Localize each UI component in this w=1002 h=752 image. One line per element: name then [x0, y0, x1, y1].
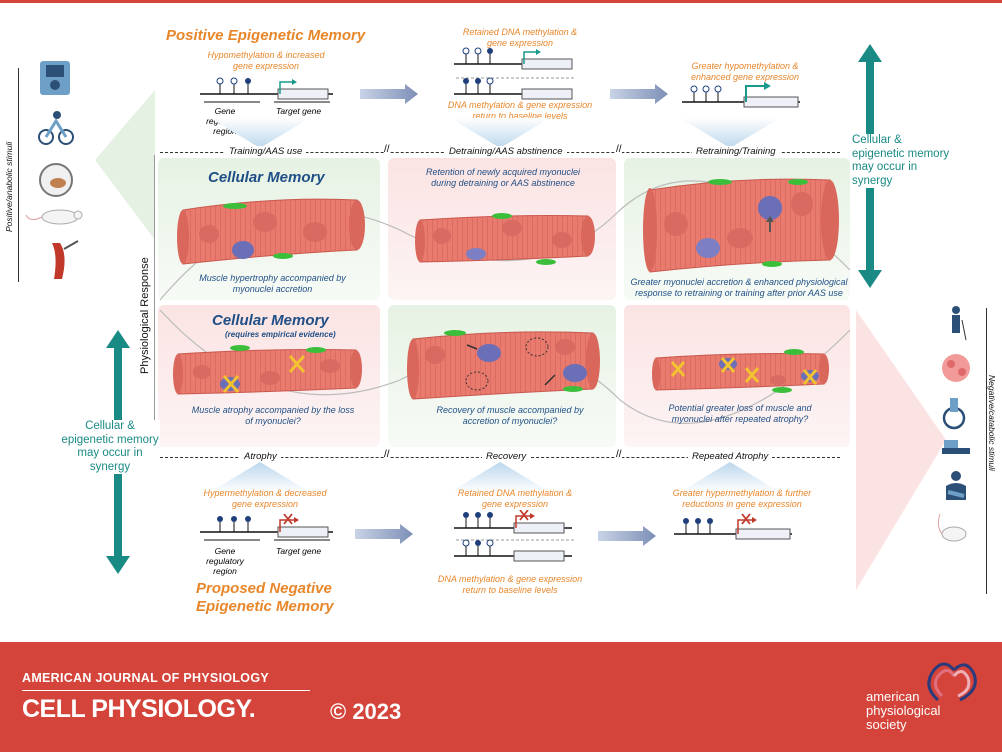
right-icons-group — [856, 306, 970, 590]
right-synergy-text: Cellular & epigenetic memory may occur i… — [852, 134, 952, 188]
right-stimuli-divider — [986, 308, 987, 594]
phase-detraining: Detraining/AAS abstinence — [445, 146, 567, 157]
left-stimuli-label: Positive/anabolic stimuli — [4, 141, 14, 232]
top-gene-diagram-1 — [200, 77, 333, 103]
top-accent-bar — [0, 0, 1002, 3]
bottom-panel2-note-top: Retained DNA methylation & gene expressi… — [457, 488, 573, 509]
left-chevron — [95, 90, 155, 240]
negative-epigenetic-title-2: Epigenetic Memory — [196, 598, 334, 615]
top-arrow-2 — [610, 84, 668, 104]
journal-name-line2: CELL PHYSIOLOGY. — [22, 695, 256, 723]
bottom-panel3-note: Greater hypermethylation & further reduc… — [672, 488, 812, 509]
top-break-mark-1: // — [384, 144, 390, 155]
wheelchair-icon — [942, 398, 966, 430]
cm-top-caption-3: Greater myonuclei accretion & enhanced p… — [630, 277, 848, 298]
bottom-break-mark-2: // — [616, 449, 622, 460]
bottom-arrow-2 — [598, 526, 656, 546]
cyclist-icon — [38, 111, 74, 145]
muscle-fiber-top-3 — [643, 178, 839, 273]
bottom-gene-diagram-3 — [674, 513, 792, 540]
cancer-cell-icon — [942, 354, 970, 382]
top-panel1-note: Hypomethylation & increased gene express… — [207, 50, 325, 71]
muscle-syringe-icon — [52, 240, 79, 279]
journal-divider — [22, 690, 310, 691]
muscle-fiber-bottom-1 — [173, 345, 362, 395]
top-arrow-1 — [360, 84, 418, 104]
society-name-line1: american — [866, 689, 920, 704]
aps-logo-icon — [927, 662, 977, 702]
bottom-phase-glows — [210, 462, 780, 492]
arm-sling-icon — [946, 471, 966, 500]
journal-footer — [0, 642, 1002, 752]
top-phase-glows — [210, 118, 780, 148]
right-stimuli-label: Negative/catabolic stimuli — [987, 375, 997, 471]
bottom-gene-diagram-1 — [200, 513, 333, 541]
top-break-mark-2: // — [616, 144, 622, 155]
top-panel2-note-top: Retained DNA methylation & gene expressi… — [462, 27, 578, 48]
cm-top-caption-2: Retention of newly acquired myonuclei du… — [425, 167, 581, 188]
society-name-line3: society — [866, 717, 907, 732]
phase-atrophy: Atrophy — [240, 451, 281, 462]
top-panel2-note-bottom: DNA methylation & gene expression return… — [447, 100, 593, 121]
cellular-memory-top-title: Cellular Memory — [208, 169, 325, 186]
journal-name-line1: AMERICAN JOURNAL OF PHYSIOLOGY — [22, 671, 269, 685]
bottom-panel2-note-bottom: DNA methylation & gene expression return… — [437, 574, 583, 595]
phase-repeated-atrophy: Repeated Atrophy — [688, 451, 773, 462]
society-name-line2: physiological — [866, 703, 941, 718]
muscle-fiber-top-2 — [415, 213, 595, 265]
top-target-gene-label: Target gene — [276, 106, 322, 116]
top-gene-diagram-2 — [454, 47, 576, 100]
bottom-gene-regulatory-label: Gene regulatory region — [206, 546, 244, 576]
hamster-wheel-icon — [39, 163, 73, 197]
cellular-memory-bottom-title: Cellular Memory — [212, 312, 329, 329]
muscle-fiber-top-1 — [177, 198, 365, 265]
phase-retraining: Retraining/Training — [692, 146, 780, 157]
cm-bottom-caption-1: Muscle atrophy accompanied by the loss o… — [191, 405, 355, 426]
copyright-text: © 2023 — [330, 699, 402, 724]
cm-bottom-caption-2: Recovery of muscle accompanied by accret… — [436, 405, 584, 426]
cm-top-caption-1: Muscle hypertrophy accompanied by myonuc… — [199, 273, 346, 294]
cm-bottom-caption-3: Potential greater loss of muscle and myo… — [668, 403, 812, 424]
bottom-arrow-1 — [355, 524, 413, 544]
muscle-fiber-bottom-3 — [652, 349, 829, 393]
muscle-fiber-bottom-2 — [407, 330, 600, 400]
right-chevron — [856, 310, 946, 590]
bottom-break-mark-1: // — [384, 449, 390, 460]
positive-epigenetic-title: Positive Epigenetic Memory — [166, 27, 366, 44]
left-stimuli-divider — [18, 68, 19, 282]
left-synergy-text: Cellular & epigenetic memory may occur i… — [60, 420, 160, 474]
bottom-gene-diagram-2 — [454, 510, 576, 562]
left-icons-group — [25, 61, 83, 279]
mouse-icon — [937, 513, 967, 542]
rat-icon — [25, 209, 83, 225]
weight-machine-icon — [40, 61, 70, 95]
top-panel3-note: Greater hypomethylation & enhanced gene … — [690, 61, 800, 82]
y-axis-line — [154, 155, 155, 455]
top-gene-diagram-3 — [682, 82, 800, 108]
bottom-panel1-note: Hypermethylation & decreased gene expres… — [203, 488, 327, 509]
bottom-target-gene-label: Target gene — [276, 546, 322, 556]
phase-recovery: Recovery — [482, 451, 531, 462]
negative-epigenetic-title-1: Proposed Negative — [196, 580, 332, 597]
phase-training: Training/AAS use — [225, 146, 307, 157]
cellular-memory-bottom-subtitle: (requires empirical evidence) — [225, 330, 336, 339]
hospital-bed-icon — [942, 440, 970, 454]
elderly-person-icon — [952, 306, 967, 341]
